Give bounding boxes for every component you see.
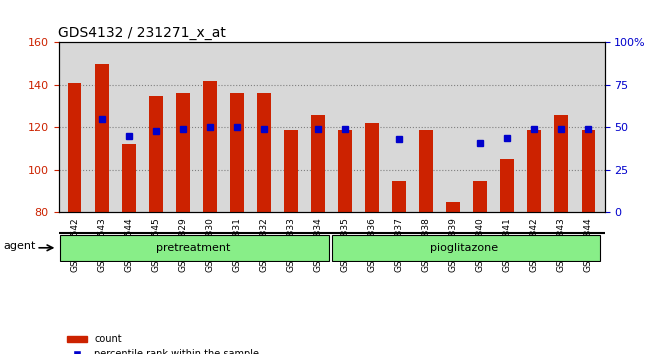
Bar bbox=[95, 64, 109, 212]
Bar bbox=[393, 181, 406, 212]
Bar bbox=[447, 202, 460, 212]
Bar bbox=[500, 159, 514, 212]
Bar bbox=[473, 181, 487, 212]
Bar bbox=[203, 81, 216, 212]
Bar bbox=[68, 83, 81, 212]
Text: pioglitazone: pioglitazone bbox=[430, 243, 498, 253]
Bar bbox=[284, 130, 298, 212]
Bar bbox=[230, 93, 244, 212]
FancyBboxPatch shape bbox=[60, 235, 329, 261]
Bar bbox=[176, 93, 190, 212]
Legend: count, percentile rank within the sample: count, percentile rank within the sample bbox=[63, 331, 263, 354]
Bar bbox=[257, 93, 270, 212]
Bar bbox=[338, 130, 352, 212]
Bar bbox=[419, 130, 433, 212]
Bar bbox=[122, 144, 136, 212]
Bar bbox=[527, 130, 541, 212]
Bar bbox=[311, 115, 325, 212]
Bar bbox=[365, 123, 379, 212]
Bar bbox=[149, 96, 162, 212]
FancyBboxPatch shape bbox=[332, 235, 601, 261]
Bar bbox=[554, 115, 568, 212]
Text: pretreatment: pretreatment bbox=[157, 243, 231, 253]
Bar bbox=[582, 130, 595, 212]
Text: agent: agent bbox=[3, 241, 35, 251]
Text: GDS4132 / 231271_x_at: GDS4132 / 231271_x_at bbox=[58, 26, 226, 40]
